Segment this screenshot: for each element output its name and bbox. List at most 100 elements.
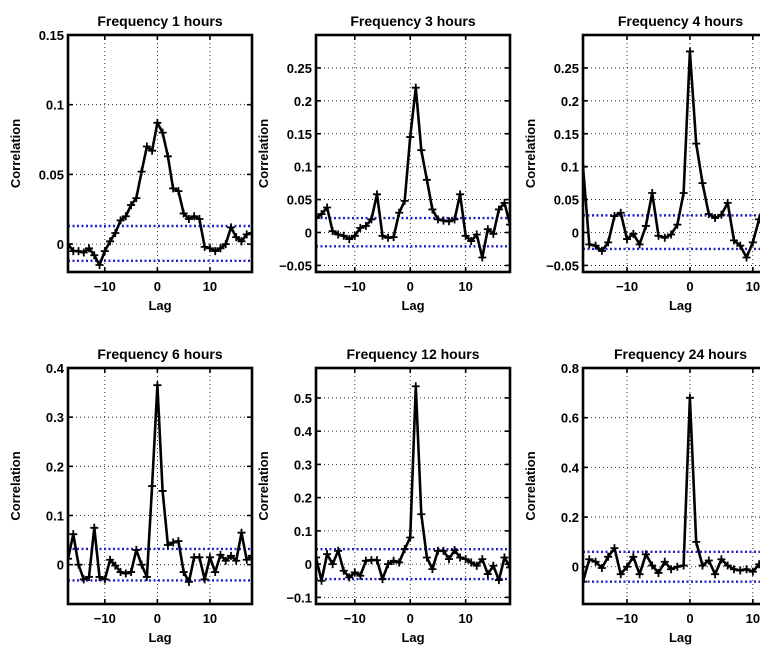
data-point-marker — [445, 555, 454, 564]
series-line — [583, 50, 760, 259]
data-point-marker — [137, 560, 146, 569]
data-point-marker — [585, 555, 594, 564]
y-tick-label: 0.1 — [46, 509, 64, 524]
data-point-marker — [142, 572, 151, 581]
data-point-marker — [654, 231, 663, 240]
y-tick-label: −0.1 — [286, 590, 312, 605]
data-point-marker — [433, 215, 442, 224]
data-point-marker — [428, 205, 437, 214]
data-point-marker — [667, 565, 676, 574]
y-tick-label: 0.2 — [561, 94, 579, 109]
data-point-marker — [195, 553, 204, 562]
data-point-marker — [116, 568, 125, 577]
x-tick-label: 0 — [407, 279, 414, 294]
data-point-marker — [339, 566, 348, 575]
data-point-marker — [163, 152, 172, 161]
axes-frame — [314, 366, 512, 606]
data-point-marker — [641, 550, 650, 559]
data-point-marker — [500, 198, 509, 207]
y-tick-label: 0.2 — [561, 510, 579, 525]
data-point-marker — [411, 83, 420, 92]
y-tick-label: 0.25 — [287, 61, 312, 76]
data-point-marker — [685, 393, 694, 402]
x-axis-label: Lag — [148, 630, 171, 645]
data-point-marker — [334, 546, 343, 555]
x-tick-label: 0 — [154, 279, 161, 294]
chart-panel: −10 0 10 0 0.2 0.4 0.6 0.8 Frequency 24 hours Lag… — [523, 346, 760, 645]
data-point-marker — [400, 196, 409, 205]
y-axis-label: Correlation — [523, 119, 538, 188]
y-tick-label: 0.3 — [46, 410, 64, 425]
data-point-marker — [179, 209, 188, 218]
data-point-marker — [461, 555, 470, 564]
data-point-marker — [692, 139, 701, 148]
series-line — [316, 384, 510, 583]
data-point-marker — [583, 577, 587, 586]
y-tick-label: 0.1 — [46, 98, 64, 113]
data-point-marker — [111, 228, 120, 237]
data-point-marker — [226, 223, 235, 232]
data-point-marker — [316, 214, 320, 223]
data-point-marker — [591, 241, 600, 250]
data-point-marker — [428, 565, 437, 574]
data-point-marker — [323, 203, 332, 212]
y-tick-label: 0 — [57, 558, 64, 573]
data-point-marker — [95, 261, 104, 270]
data-point-marker — [116, 216, 125, 225]
x-axis-label: Lag — [669, 630, 692, 645]
data-point-marker — [717, 555, 726, 564]
data-point-marker — [704, 210, 713, 219]
data-point-marker — [317, 210, 326, 219]
x-tick-label: 10 — [458, 279, 472, 294]
data-point-marker — [450, 215, 459, 224]
data-point-marker — [221, 240, 230, 249]
data-point-marker — [467, 237, 476, 246]
data-point-marker — [755, 560, 760, 569]
data-point-marker — [654, 568, 663, 577]
data-point-marker — [106, 555, 115, 564]
data-point-marker — [242, 230, 251, 239]
chart-title: Frequency 12 hours — [346, 346, 479, 362]
y-tick-label: 0.1 — [561, 160, 579, 175]
data-point-marker — [226, 551, 235, 560]
chart-title: Frequency 1 hours — [97, 13, 222, 29]
y-tick-label: −0.05 — [279, 258, 312, 273]
x-tick-label: 0 — [154, 611, 161, 626]
data-point-marker — [174, 537, 183, 546]
x-tick-label: 0 — [686, 279, 693, 294]
data-point-marker — [483, 225, 492, 234]
x-tick-label: −10 — [94, 611, 116, 626]
y-tick-label: 0.05 — [287, 193, 312, 208]
data-point-marker — [163, 541, 172, 549]
data-point-marker — [667, 230, 676, 239]
data-point-marker — [323, 550, 332, 559]
axes-frame — [66, 366, 254, 606]
data-point-marker — [478, 253, 487, 262]
data-point-marker — [242, 555, 251, 564]
data-point-marker — [585, 240, 594, 249]
series-line — [583, 396, 760, 582]
data-point-marker — [411, 382, 420, 391]
x-tick-label: 0 — [686, 611, 693, 626]
data-point-marker — [158, 128, 167, 137]
y-axis-label: Correlation — [8, 119, 23, 188]
data-point-marker — [205, 244, 214, 253]
data-point-marker — [673, 220, 682, 229]
data-point-marker — [100, 575, 109, 584]
y-tick-label: 0.2 — [294, 94, 312, 109]
x-axis-label: Lag — [401, 630, 424, 645]
data-point-marker — [200, 575, 209, 584]
data-point-marker — [692, 537, 701, 546]
data-point-marker — [422, 553, 431, 562]
data-point-marker — [361, 221, 370, 230]
data-point-marker — [237, 528, 246, 537]
data-point-marker — [68, 554, 72, 563]
data-point-marker — [461, 231, 470, 240]
data-point-marker — [328, 227, 337, 236]
data-point-marker — [711, 214, 720, 223]
data-point-marker — [153, 381, 162, 390]
data-point-marker — [679, 189, 688, 197]
y-tick-label: 0.15 — [554, 127, 579, 142]
data-point-marker — [422, 175, 431, 184]
data-point-marker — [356, 223, 365, 232]
